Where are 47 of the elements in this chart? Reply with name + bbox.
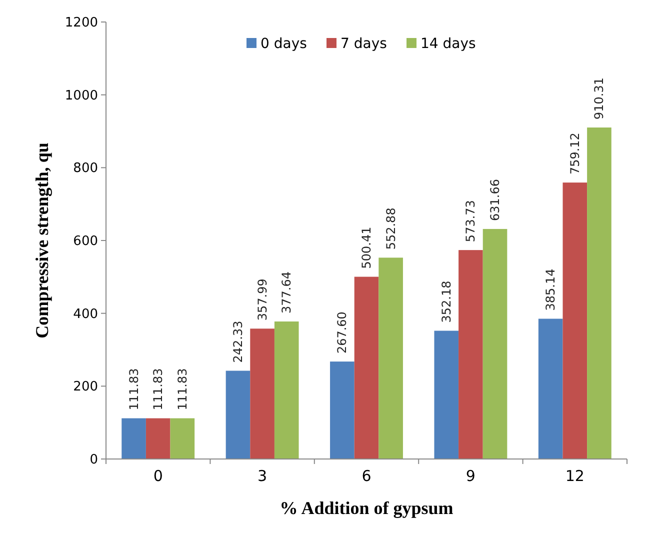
- data-label: 111.83: [151, 368, 166, 410]
- bar: [250, 328, 274, 459]
- data-label: 377.64: [280, 271, 294, 314]
- y-tick-label: 200: [73, 380, 98, 395]
- legend-label: 7 days: [340, 36, 387, 52]
- data-label: 573.73: [464, 200, 478, 242]
- x-tick-label: 9: [466, 467, 476, 485]
- y-tick-label: 1200: [64, 16, 98, 31]
- bar: [330, 362, 354, 459]
- data-label: 910.31: [592, 77, 606, 120]
- data-label: 385.14: [544, 268, 558, 311]
- y-axis-title: Compressive strength, qu: [32, 142, 52, 338]
- bar: [170, 418, 195, 459]
- x-tick-label: 6: [362, 467, 372, 485]
- data-label: 631.66: [488, 178, 502, 221]
- data-label: 267.60: [335, 312, 350, 354]
- x-tick-label: 0: [153, 467, 163, 485]
- data-label: 352.18: [439, 280, 454, 323]
- x-tick-label: 3: [258, 467, 268, 485]
- legend-label: 0 days: [260, 36, 307, 52]
- bar: [146, 418, 170, 459]
- x-axis-title: % Addition of gypsum: [280, 498, 454, 518]
- bar: [226, 370, 250, 459]
- data-label: 242.33: [230, 320, 245, 363]
- y-tick-label: 600: [73, 234, 98, 250]
- y-tick-label: 800: [73, 161, 98, 176]
- bar: [434, 330, 459, 459]
- bar: [354, 276, 379, 459]
- bar: [562, 182, 588, 459]
- bar: [378, 258, 403, 459]
- data-label: 500.41: [360, 226, 374, 269]
- data-label: 759.12: [568, 132, 582, 175]
- x-tick-label: 12: [565, 467, 584, 485]
- bar: [122, 418, 146, 459]
- data-label: 552.88: [384, 208, 398, 250]
- bar: [458, 250, 483, 459]
- y-tick-label: 400: [73, 306, 98, 322]
- bar: [274, 321, 299, 459]
- y-tick-label: 1000: [64, 88, 98, 104]
- bar: [587, 127, 612, 459]
- data-label: 111.83: [126, 368, 141, 410]
- data-label: 357.99: [255, 278, 270, 321]
- data-label: 111.83: [175, 368, 190, 410]
- legend-label: 14 days: [420, 36, 476, 52]
- y-tick-label: 0: [90, 452, 98, 468]
- bar: [482, 228, 508, 459]
- bar: [538, 318, 563, 459]
